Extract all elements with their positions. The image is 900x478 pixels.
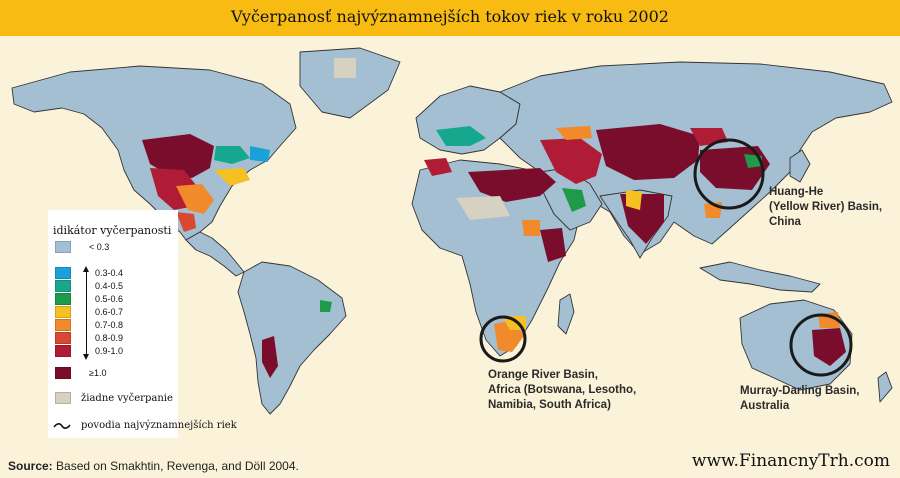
legend-label: 0.6-0.7 (95, 307, 124, 317)
legend-item-0-7-0-8: 0.7-0.8 (55, 319, 123, 331)
legend-label: 0.8-0.9 (95, 333, 124, 343)
legend-swatch (55, 392, 71, 404)
no-depletion-arctic (334, 58, 356, 78)
legend-label: 0.5-0.6 (95, 294, 124, 304)
scarcity-arabia (562, 188, 586, 212)
legend-item-0-9-1-0: 0.9-1.0 (55, 345, 123, 357)
legend-item-0-5-0-6: 0.5-0.6 (55, 293, 123, 305)
scarcity-sa-green (320, 300, 332, 312)
basin-line-icon (53, 422, 71, 429)
callout-line: Africa (Botswana, Lesotho, (488, 384, 637, 396)
legend-title: idikátor vyčerpanosti (53, 224, 172, 237)
legend-label: ≥1.0 (89, 368, 107, 378)
legend-label: 0.7-0.8 (95, 320, 124, 330)
no-depletion-sahara (456, 196, 510, 220)
scarcity-north-africa (468, 168, 556, 202)
source-prefix: Source: (8, 459, 53, 473)
callout-murray-darling: Murray-Darling Basin, Australia (740, 384, 860, 414)
scarcity-india-south (626, 190, 642, 210)
legend-item-0-6-0-7: 0.6-0.7 (55, 306, 123, 318)
legend-item-0-8-0-9: 0.8-0.9 (55, 332, 123, 344)
land-south-america (237, 261, 347, 415)
map-title: Vyčerpanosť najvýznamnejších tokov riek … (231, 7, 669, 26)
callout-line: Huang-He (769, 186, 824, 198)
legend-label: 0.3-0.4 (95, 268, 124, 278)
callout-line: Australia (740, 400, 790, 412)
callout-line: (Yellow River) Basin, (769, 201, 883, 213)
legend-swatch (55, 345, 71, 357)
callout-line: Murray-Darling Basin, (740, 385, 860, 397)
legend-label: 0.4-0.5 (95, 281, 124, 291)
title-bar (0, 0, 900, 36)
scarcity-na-critical (142, 134, 214, 178)
scarcity-caspian (556, 126, 592, 140)
legend-swatch (55, 241, 71, 253)
scarcity-central-asia (596, 124, 700, 180)
callout-orange-river: Orange River Basin, Africa (Botswana, Le… (488, 368, 636, 413)
land-new-zealand (877, 371, 893, 403)
scarcity-europe (436, 126, 486, 146)
legend-swatch (55, 280, 71, 292)
legend-swatch (55, 319, 71, 331)
scarcity-mexico (176, 212, 196, 232)
scarcity-na-blue (250, 146, 270, 162)
legend-item-0-4-0-5: 0.4-0.5 (55, 280, 123, 292)
legend-arrow (83, 266, 89, 360)
scarcity-east-africa (540, 228, 566, 262)
legend-swatch (55, 267, 71, 279)
circle-orange-river (479, 315, 527, 363)
legend-swatch (55, 332, 71, 344)
scarcity-na-teal (214, 146, 250, 164)
watermark: www.FinancnyTrh.com (691, 451, 890, 471)
land-greenland (299, 47, 401, 119)
legend-item-0-3-0-4: 0.3-0.4 (55, 267, 123, 279)
callout-line: Namibia, South Africa) (488, 399, 611, 411)
legend-item-basin: povodia najvýznamnejších riek (53, 420, 237, 431)
land-central-america (185, 231, 245, 277)
circle-huang-he (693, 138, 765, 210)
circle-murray-darling (789, 313, 853, 377)
callout-line: China (769, 216, 801, 228)
legend-swatch (55, 293, 71, 305)
land-indonesia (699, 261, 821, 293)
scarcity-andes (262, 336, 278, 378)
legend-swatch (55, 367, 71, 379)
scarcity-med (424, 158, 452, 176)
land-japan (789, 149, 811, 183)
legend-swatch (55, 306, 71, 318)
legend-item-below-0-3: < 0.3 (55, 241, 109, 253)
scarcity-na-orange (176, 184, 214, 214)
legend-label: žiadne vyčerpanie (81, 392, 173, 404)
scarcity-murray-darling (812, 328, 846, 366)
scarcity-middle-east (540, 138, 602, 184)
scarcity-na-yellow (214, 168, 250, 186)
land-madagascar (557, 293, 575, 335)
scarcity-west-africa (522, 220, 540, 236)
legend-item-no-depletion: žiadne vyčerpanie (55, 392, 173, 404)
source-text: Based on Smakhtin, Revenga, and Döll 200… (56, 459, 299, 473)
callout-huang-he: Huang-He (Yellow River) Basin, China (769, 185, 882, 230)
legend-label: < 0.3 (89, 242, 110, 252)
source-note: Source: Based on Smakhtin, Revenga, and … (8, 459, 299, 473)
legend-label: povodia najvýznamnejších riek (81, 420, 237, 431)
legend-item-above-1-0: ≥1.0 (55, 367, 106, 379)
callout-line: Orange River Basin, (488, 369, 598, 381)
legend-label: 0.9-1.0 (95, 346, 124, 356)
